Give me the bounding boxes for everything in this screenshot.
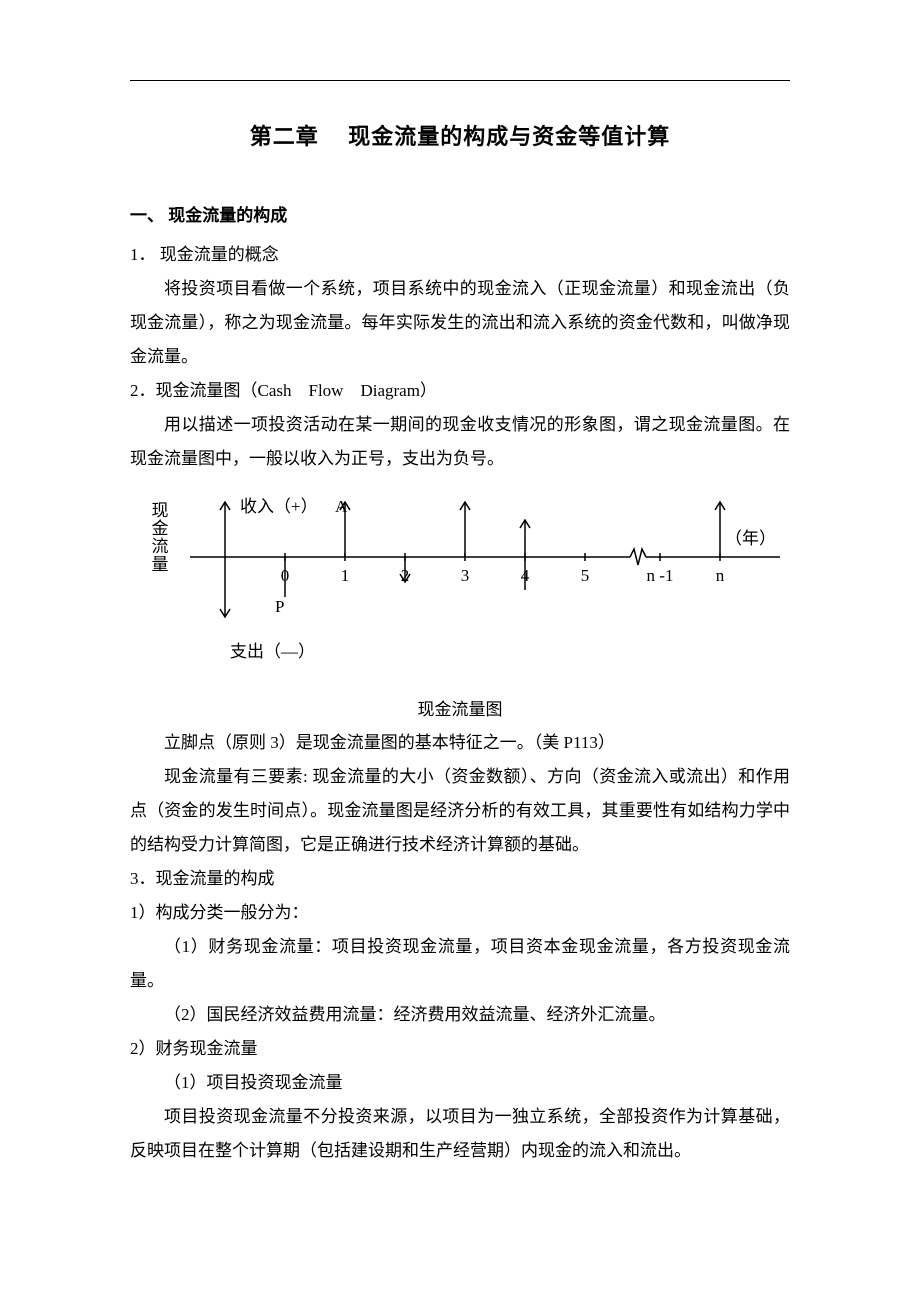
svg-text:5: 5 [581, 566, 590, 585]
svg-text:n -1: n -1 [647, 566, 674, 585]
svg-text:n: n [716, 566, 725, 585]
svg-text:3: 3 [461, 566, 470, 585]
svg-text:现: 现 [152, 501, 169, 520]
svg-text:1: 1 [341, 566, 350, 585]
item-1-label: 1． 现金流量的概念 [130, 238, 790, 272]
svg-text:A: A [335, 497, 348, 516]
cash-flow-svg: 012345n -1n现金流量收入（+）支出（—）AP（年） [130, 482, 790, 682]
sub2-p1-body: 项目投资现金流量不分投资来源，以项目为一独立系统，全部投资作为计算基础，反映项目… [130, 1100, 790, 1168]
item-1-body: 将投资项目看做一个系统，项目系统中的现金流入（正现金流量）和现金流出（负现金流量… [130, 272, 790, 374]
after-diagram-p1: 立脚点（原则 3）是现金流量图的基本特征之一。（美 P113） [130, 726, 790, 760]
item-3-label: 3．现金流量的构成 [130, 862, 790, 896]
svg-text:量: 量 [152, 555, 169, 574]
svg-text:（年）: （年） [725, 529, 776, 548]
svg-text:金: 金 [152, 519, 169, 538]
svg-text:收入（+）: 收入（+） [240, 497, 318, 516]
sub1-p1: （1）财务现金流量：项目投资现金流量，项目资本金现金流量，各方投资现金流量。 [130, 930, 790, 998]
diagram-caption: 现金流量图 [130, 695, 790, 720]
item-2-label: 2．现金流量图（Cash Flow Diagram） [130, 374, 790, 408]
top-rule [130, 80, 790, 81]
sub2-p1-label: （1）项目投资现金流量 [130, 1066, 790, 1100]
after-diagram-p2: 现金流量有三要素: 现金流量的大小（资金数额）、方向（资金流入或流出）和作用点（… [130, 760, 790, 862]
sub1-p2: （2）国民经济效益费用流量：经济费用效益流量、经济外汇流量。 [130, 998, 790, 1032]
cash-flow-diagram: 012345n -1n现金流量收入（+）支出（—）AP（年） [130, 482, 790, 687]
sub2-label: 2）财务现金流量 [130, 1032, 790, 1066]
item-2-body: 用以描述一项投资活动在某一期间的现金收支情况的形象图，谓之现金流量图。在现金流量… [130, 408, 790, 476]
document-page: 第二章 现金流量的构成与资金等值计算 一、 现金流量的构成 1． 现金流量的概念… [0, 0, 920, 1302]
svg-text:P: P [275, 597, 284, 616]
sub1-label: 1）构成分类一般分为： [130, 896, 790, 930]
section-1-heading: 一、 现金流量的构成 [130, 201, 790, 226]
svg-text:流: 流 [152, 537, 169, 556]
svg-text:支出（—）: 支出（—） [230, 642, 315, 661]
chapter-title: 第二章 现金流量的构成与资金等值计算 [130, 119, 790, 151]
